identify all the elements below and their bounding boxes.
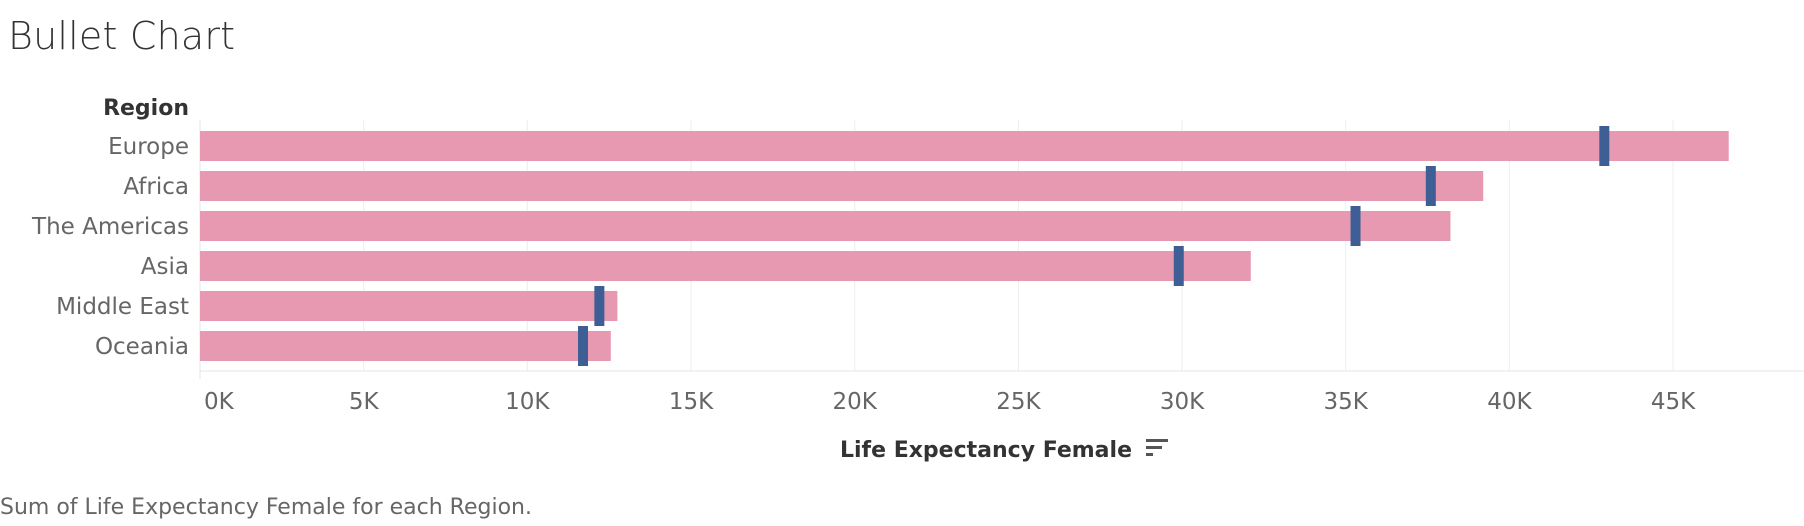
x-tick-label: 10K <box>505 389 550 415</box>
target-marker-europe[interactable] <box>1599 126 1610 166</box>
x-tick-label: 0K <box>204 389 235 415</box>
category-label-asia: Asia <box>141 254 189 280</box>
x-tick-label: 20K <box>833 389 878 415</box>
chart-caption: Sum of Life Expectancy Female for each R… <box>0 495 532 520</box>
x-tick-label: 5K <box>349 389 380 415</box>
bar-the-americas[interactable] <box>200 211 1451 241</box>
x-tick-label: 40K <box>1487 389 1532 415</box>
bullet-chart: Region Europe Africa The Americas Asia Middle… <box>31 96 1804 463</box>
target-marker-asia[interactable] <box>1173 246 1184 286</box>
category-label-middle-east: Middle East <box>56 294 189 320</box>
category-label-oceania: Oceania <box>95 334 189 360</box>
category-label-the-americas: The Americas <box>31 214 189 240</box>
x-tick-label: 35K <box>1324 389 1369 415</box>
category-label-africa: Africa <box>123 174 189 200</box>
target-marker-africa[interactable] <box>1425 166 1436 206</box>
sort-descending-icon[interactable] <box>1146 439 1168 456</box>
bar-middle-east[interactable] <box>200 291 618 321</box>
category-label-europe: Europe <box>108 134 189 160</box>
x-tick-label: 15K <box>669 389 714 415</box>
bar-africa[interactable] <box>200 171 1484 201</box>
x-tick-label: 30K <box>1160 389 1205 415</box>
row-header-region: Region <box>103 96 189 121</box>
bar-europe[interactable] <box>200 131 1729 161</box>
bar-asia[interactable] <box>200 251 1251 281</box>
x-axis-title: Life Expectancy Female <box>840 438 1132 463</box>
bar-oceania[interactable] <box>200 331 611 361</box>
target-marker-oceania[interactable] <box>577 326 588 366</box>
target-marker-middle-east[interactable] <box>594 286 605 326</box>
chart-title: Bullet Chart <box>8 14 236 58</box>
x-tick-label: 45K <box>1651 389 1696 415</box>
x-tick-label: 25K <box>996 389 1041 415</box>
target-marker-the-americas[interactable] <box>1350 206 1361 246</box>
